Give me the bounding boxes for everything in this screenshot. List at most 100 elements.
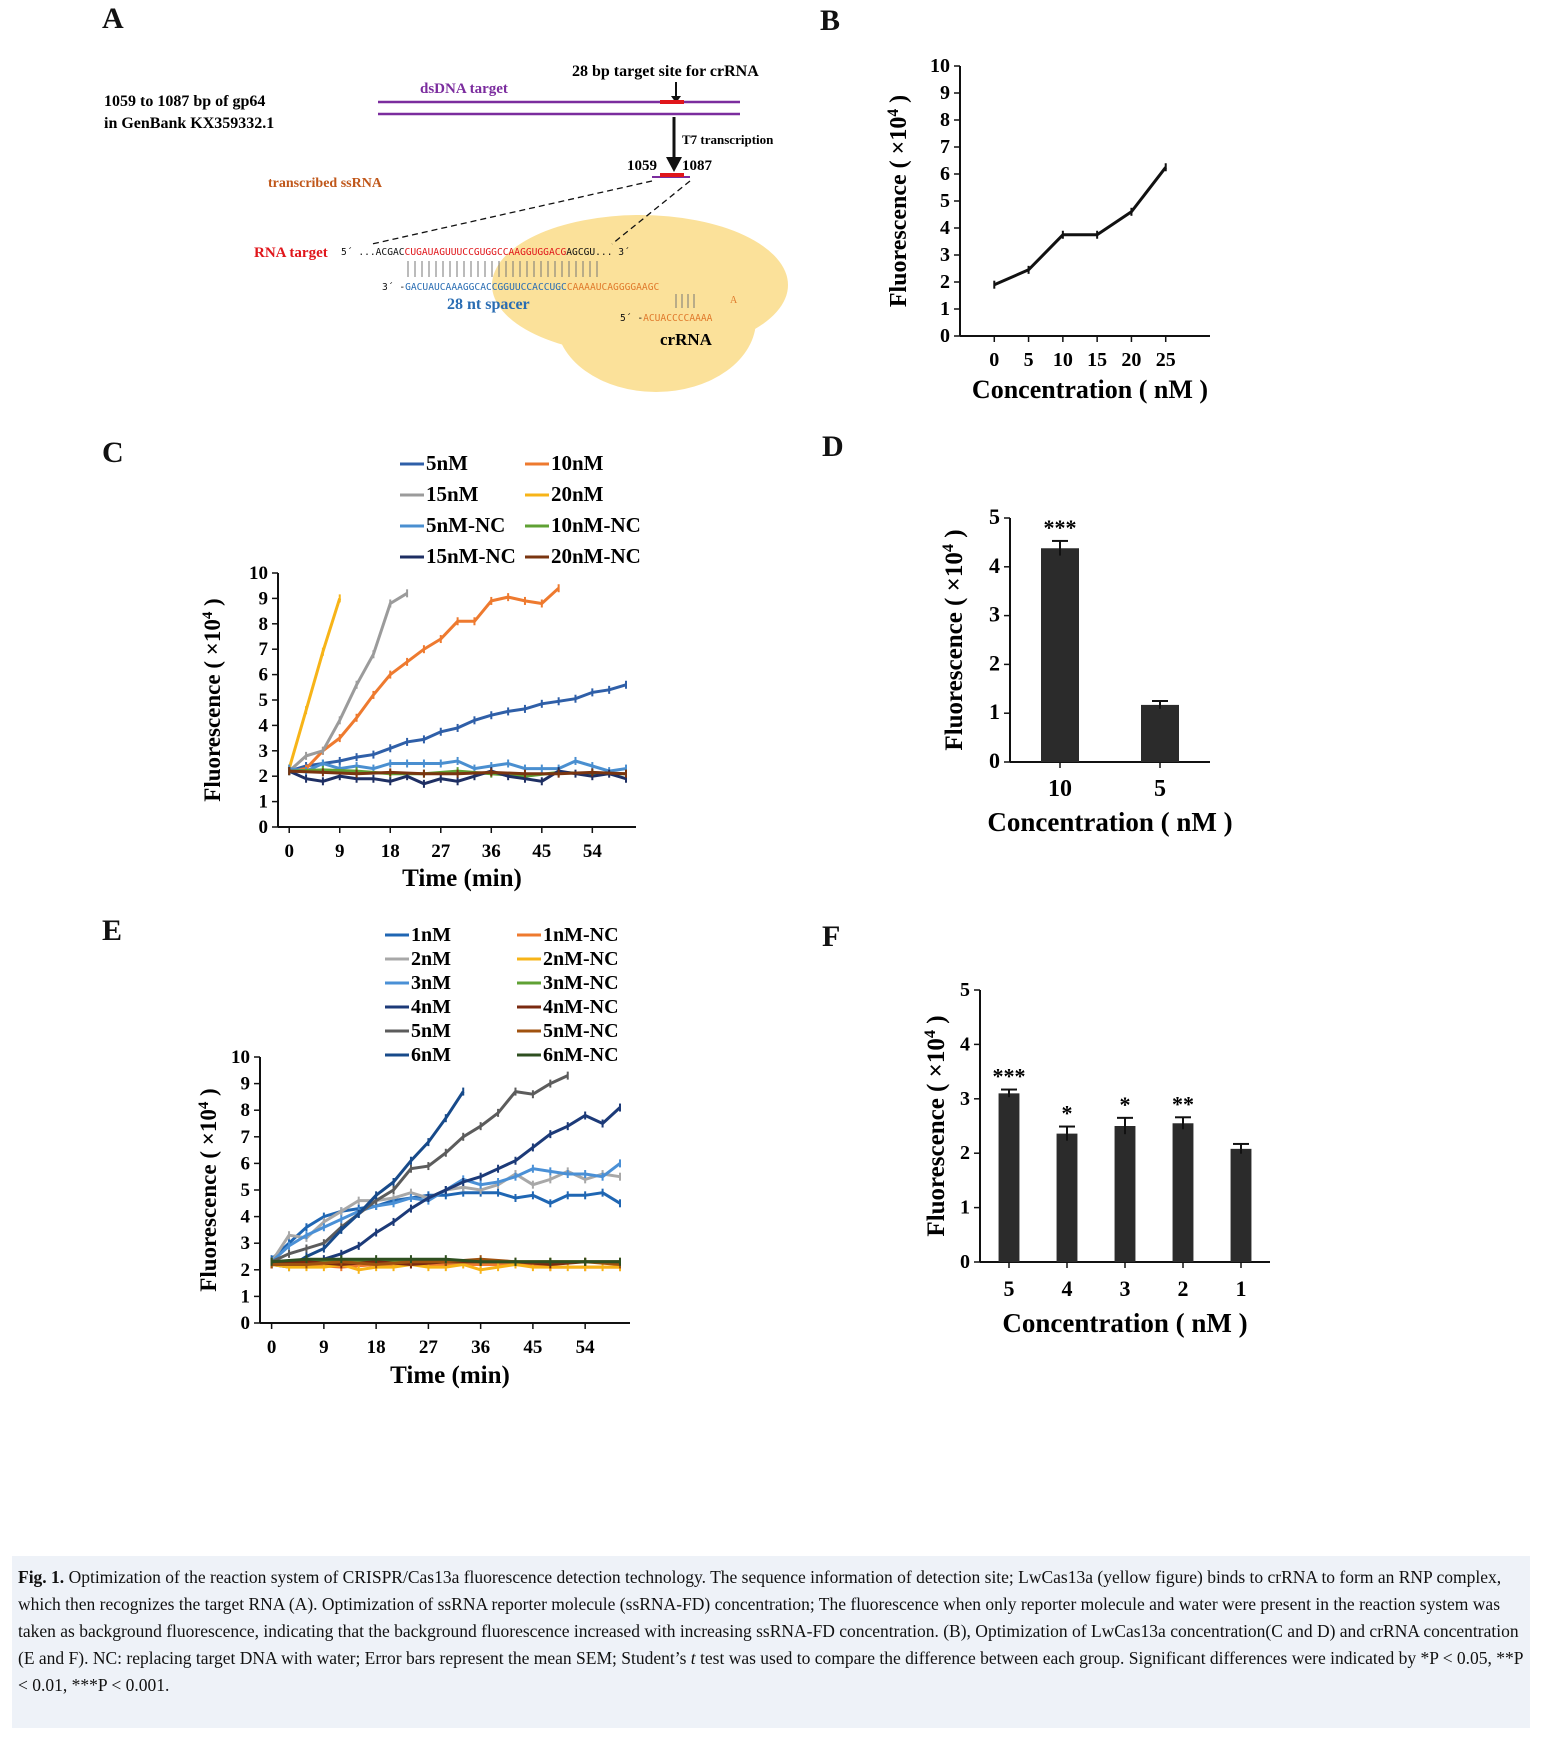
chart-f-bar-4 [1056, 1133, 1078, 1262]
chart-f-bar-3 [1114, 1126, 1136, 1262]
crrna-sequence: 3´ -GACUAUCAAAGGCACCGGUUCCACCUGCCAAAAUCA… [382, 281, 659, 293]
chart-c-xtick-label: 18 [381, 841, 400, 862]
chart-f-ytick-label: 1 [960, 1197, 970, 1219]
chart-e-ytick-label: 3 [241, 1233, 251, 1254]
chart-c-series-20nm-line [287, 597, 342, 770]
chart-c-legend-15nm-nc-label: 15nM-NC [426, 544, 516, 568]
rna-target-region: CUGAUAGUUUCCGUGGCCAAGGUGGACG [405, 247, 567, 258]
chart-d-ytick-label: 0 [989, 748, 1000, 773]
chart-b-ytick-label: 5 [940, 190, 950, 212]
chart-c-ytick-label: 9 [259, 588, 269, 609]
caption-text-2: test was used to compare the difference … [18, 1648, 1523, 1695]
chart-c-ytick-label: 6 [259, 665, 269, 686]
chart-e-ytick-label: 2 [241, 1260, 251, 1281]
chart-c-ytick-label: 1 [259, 792, 269, 813]
chart-d-ylabel-exp: 4 [939, 544, 957, 552]
chart-f-significance: * [1062, 1101, 1073, 1126]
chart-e-legend-4nm-label: 4nM [411, 996, 451, 1018]
chart-e-ytick-label: 10 [231, 1047, 250, 1068]
chart-f-significance: ** [1172, 1091, 1194, 1116]
caption-text-1: Optimization of the reaction system of C… [18, 1567, 1519, 1668]
chart-f-xlabel: Concentration ( nM ) [1002, 1308, 1247, 1338]
chart-b-ytick-label: 6 [940, 163, 950, 185]
chart-e-ytick-label: 7 [241, 1127, 251, 1148]
rna-3prime: AGCGU... 3´ [566, 246, 630, 258]
ssrna-label: transcribed ssRNA [268, 176, 383, 191]
chart-b-xtick-label: 10 [1053, 349, 1073, 371]
chart-c-ytick-label: 2 [259, 766, 269, 787]
crrna-repeat-seq: CAAAAUCAGGGGAAGC [567, 282, 660, 293]
chart-f-significance: *** [993, 1064, 1026, 1089]
chart-b-ytick-label: 10 [930, 55, 950, 77]
chart-d-ytick-label: 5 [989, 504, 1000, 529]
chart-c-xtick-label: 54 [583, 841, 603, 862]
chart-f-xtick-label: 4 [1062, 1276, 1073, 1301]
chart-f-ytick-label: 0 [960, 1251, 970, 1273]
panel-label-c: C [102, 436, 124, 469]
chart-e-legend-4nm-nc-label: 4nM-NC [543, 996, 619, 1018]
chart-e-ytick-label: 1 [241, 1286, 251, 1307]
base-pair-ticks [407, 261, 598, 277]
chart-d-xlabel: Concentration ( nM ) [987, 807, 1232, 837]
chart-f-xtick-label: 2 [1178, 1276, 1189, 1301]
caption-t-italic: t [690, 1648, 696, 1668]
chart-f-ytick-label: 2 [960, 1142, 970, 1164]
zoom-line-left [371, 180, 653, 245]
chart-d-significance: *** [1044, 515, 1077, 540]
chart-b-ytick-label: 0 [940, 325, 950, 347]
chart-d-bar-10 [1041, 548, 1079, 762]
t7-arrowhead [666, 157, 682, 172]
target-site-label: 28 bp target site for crRNA [572, 63, 759, 80]
chart-d-ytick-label: 4 [989, 553, 1000, 578]
chart-e-ytick-label: 5 [241, 1180, 251, 1201]
chart-f-ylabel-main: Fluorescence ( ×10 [923, 1038, 950, 1236]
chart-e-ylabel-tail: ) [196, 1088, 221, 1101]
chart-c-legend-10nm-label: 10nM [551, 451, 604, 475]
chart-e-legend-2nm-label: 2nM [411, 948, 451, 970]
chart-c-xlabel: Time (min) [402, 865, 522, 892]
chart-b-xtick-label: 5 [1024, 349, 1034, 371]
chart-e-ytick-label: 4 [241, 1207, 251, 1228]
chart-c-legend-5nm-nc-label: 5nM-NC [426, 513, 505, 537]
chart-f-significance: * [1120, 1092, 1131, 1117]
chart-c-xtick-label: 27 [431, 841, 451, 862]
chart-f-xtick-label: 3 [1120, 1276, 1131, 1301]
chart-e-xtick-label: 45 [523, 1337, 542, 1358]
stem-sequence: 5´ -ACUACCCCAAAA [620, 312, 713, 324]
chart-b-xtick-label: 15 [1087, 349, 1107, 371]
chart-d-bar-5 [1141, 704, 1179, 762]
chart-d-xtick-label: 10 [1048, 776, 1072, 802]
panel-label-a: A [102, 2, 124, 35]
chart-d-ylabel: Fluorescence ( ×104 ) [939, 529, 968, 750]
chart-c-legend-10nm-nc-label: 10nM-NC [551, 513, 641, 537]
rna-target-sequence: 5´ ...ACGACCUGAUAGUUUCCGUGGCCAAGGUGGACGA… [341, 246, 630, 258]
chart-c-xtick-label: 0 [284, 841, 294, 862]
chart-c-ylabel-tail: ) [200, 598, 225, 611]
chart-f-ytick-label: 5 [960, 979, 970, 1001]
crrna-spacer-seq: GACUAUCAAAGGCACCGGUUCCACCUGC [405, 282, 567, 293]
chart-c-ytick-label: 0 [259, 817, 269, 838]
gene-label-line2: in GenBank KX359332.1 [104, 115, 274, 132]
chart-d-ylabel-tail: ) [941, 529, 968, 544]
chart-e-ytick-label: 6 [241, 1153, 251, 1174]
chart-f-ylabel: Fluorescence ( ×104 ) [921, 1015, 950, 1236]
zoom-line-right [611, 180, 691, 245]
stem-seq: ACUACCCCAAAA [643, 313, 713, 324]
chart-d-ylabel-main: Fluorescence ( ×10 [941, 552, 968, 750]
chart-c-ytick-label: 4 [259, 715, 269, 736]
chart-b-xtick-label: 20 [1121, 349, 1141, 371]
chart-f-bar-5 [998, 1093, 1020, 1262]
chart-f: 0 1 2 3 4 5 Fluorescence ( ×104 ) Concentration… [921, 979, 1270, 1338]
chart-e-legend-3nm-label: 3nM [411, 972, 451, 994]
chart-b-xlabel: Concentration ( nM ) [972, 375, 1208, 404]
chart-c-xtick-label: 36 [482, 841, 501, 862]
chart-e-xtick-label: 36 [471, 1337, 490, 1358]
chart-b-ytick-label: 9 [940, 82, 950, 104]
chart-c-legend-5nm-label: 5nM [426, 451, 468, 475]
chart-e-ytick-label: 9 [241, 1074, 251, 1095]
chart-c-ytick-label: 8 [259, 614, 269, 635]
chart-c-legend-20nm-nc-label: 20nM-NC [551, 544, 641, 568]
